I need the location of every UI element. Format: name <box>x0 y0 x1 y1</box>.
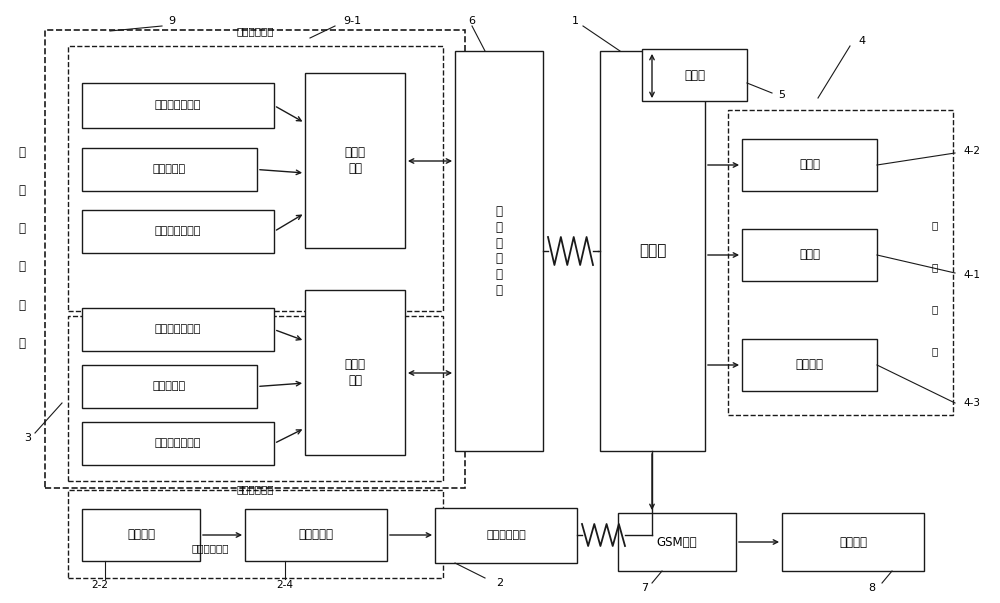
FancyBboxPatch shape <box>82 509 200 561</box>
FancyBboxPatch shape <box>82 308 274 351</box>
FancyBboxPatch shape <box>618 513 736 571</box>
Text: 2-2: 2-2 <box>92 580 108 590</box>
Text: 报: 报 <box>932 220 938 230</box>
Text: 节点检测单元: 节点检测单元 <box>236 26 274 36</box>
Text: 渗水探头: 渗水探头 <box>127 528 155 541</box>
FancyBboxPatch shape <box>435 508 577 563</box>
FancyBboxPatch shape <box>742 139 877 191</box>
FancyBboxPatch shape <box>600 51 705 451</box>
Text: 9-1: 9-1 <box>343 16 361 26</box>
Text: 8: 8 <box>868 583 876 593</box>
Text: 无: 无 <box>496 206 503 218</box>
Text: 氧气浓度传感器: 氧气浓度传感器 <box>155 227 201 236</box>
FancyBboxPatch shape <box>82 210 274 253</box>
FancyBboxPatch shape <box>782 513 924 571</box>
Text: 4-2: 4-2 <box>964 146 981 156</box>
Text: 3: 3 <box>25 433 32 443</box>
Text: 2: 2 <box>496 578 504 588</box>
Text: 一氧化碳传感器: 一氧化碳传感器 <box>155 324 201 335</box>
Text: 检: 检 <box>18 223 26 236</box>
Text: 单: 单 <box>932 304 938 314</box>
Text: 甲烷传感器: 甲烷传感器 <box>153 165 186 174</box>
Text: 气: 气 <box>18 147 26 160</box>
Text: 数据采集盒: 数据采集盒 <box>298 528 334 541</box>
Text: 水分检测单元: 水分检测单元 <box>191 543 229 553</box>
Text: 制器: 制器 <box>348 162 362 175</box>
Text: 警: 警 <box>932 262 938 272</box>
Text: 元: 元 <box>932 346 938 356</box>
Text: 无线通讯模块: 无线通讯模块 <box>486 531 526 540</box>
Text: 7: 7 <box>641 583 649 593</box>
FancyBboxPatch shape <box>305 73 405 248</box>
Text: 4-1: 4-1 <box>964 270 981 280</box>
Text: 节点检测单元: 节点检测单元 <box>236 484 274 494</box>
FancyBboxPatch shape <box>642 49 747 101</box>
Text: 元: 元 <box>18 336 26 350</box>
FancyBboxPatch shape <box>742 229 877 281</box>
Text: 块: 块 <box>496 283 503 297</box>
Text: 1: 1 <box>572 16 578 26</box>
Text: 氧气浓度传感器: 氧气浓度传感器 <box>155 438 201 449</box>
FancyBboxPatch shape <box>455 51 543 451</box>
Text: 移动终端: 移动终端 <box>839 535 867 549</box>
FancyBboxPatch shape <box>245 509 387 561</box>
FancyBboxPatch shape <box>82 365 257 408</box>
Text: 6: 6 <box>468 16 476 26</box>
FancyBboxPatch shape <box>82 422 274 465</box>
Text: 单片机: 单片机 <box>639 244 666 259</box>
Text: 单: 单 <box>18 298 26 312</box>
Text: 一氧化碳传感器: 一氧化碳传感器 <box>155 101 201 110</box>
Text: 节点控: 节点控 <box>344 146 366 159</box>
Text: 5: 5 <box>778 90 786 100</box>
FancyBboxPatch shape <box>82 83 274 128</box>
Text: 模: 模 <box>496 268 503 281</box>
Text: 讯: 讯 <box>496 252 503 265</box>
Text: 4: 4 <box>858 36 866 46</box>
Text: 4-3: 4-3 <box>964 398 981 408</box>
Text: GSM模块: GSM模块 <box>657 535 697 549</box>
Text: 测: 测 <box>18 260 26 274</box>
Text: 节点控: 节点控 <box>344 358 366 371</box>
Text: 上位机: 上位机 <box>684 69 705 81</box>
Text: 制器: 制器 <box>348 374 362 387</box>
Text: 通: 通 <box>496 237 503 250</box>
FancyBboxPatch shape <box>742 339 877 391</box>
Text: 9: 9 <box>168 16 176 26</box>
Text: 蜂鸣器: 蜂鸣器 <box>799 159 820 171</box>
FancyBboxPatch shape <box>305 290 405 455</box>
Text: 甲烷传感器: 甲烷传感器 <box>153 382 186 391</box>
Text: 显示屏: 显示屏 <box>799 248 820 262</box>
Text: 语音模块: 语音模块 <box>796 359 824 371</box>
Text: 2-4: 2-4 <box>276 580 294 590</box>
Text: 体: 体 <box>18 185 26 198</box>
Text: 线: 线 <box>496 221 503 234</box>
FancyBboxPatch shape <box>82 148 257 191</box>
